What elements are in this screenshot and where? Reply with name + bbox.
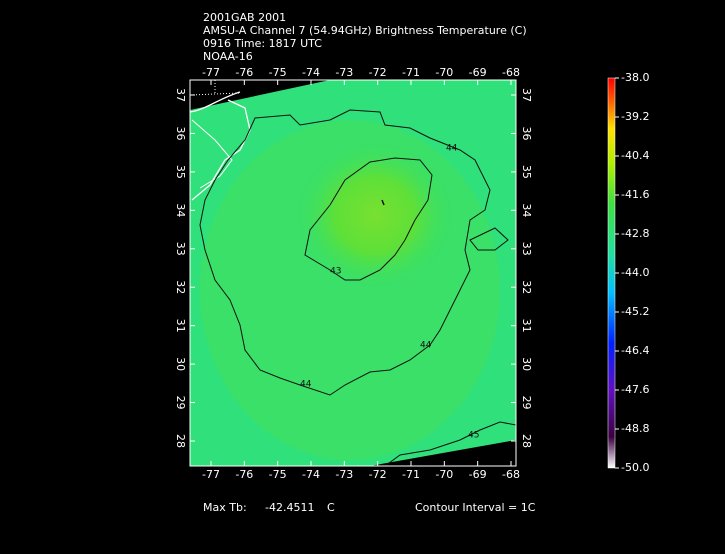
lat-label-right: 30 <box>520 357 533 371</box>
contour-label: 43 <box>330 267 341 277</box>
contour-label: 44 <box>420 341 432 351</box>
lon-label-top: -77 <box>202 66 220 79</box>
contour-label: 44 <box>446 144 458 154</box>
colorbar-label: -45.2 <box>621 305 649 318</box>
contour <box>469 227 509 251</box>
lon-label-bottom: -77 <box>202 468 220 481</box>
colorbar-label: -44.0 <box>621 266 649 279</box>
lon-label-top: -76 <box>235 66 253 79</box>
lat-label-left: 32 <box>174 280 187 294</box>
contour <box>304 157 433 281</box>
lat-label-left: 30 <box>174 357 187 371</box>
map-frame <box>189 79 517 467</box>
lon-label-top: -70 <box>435 66 453 79</box>
lat-label-left: 28 <box>174 434 187 448</box>
colorbar-label: -47.6 <box>621 383 649 396</box>
footer-interval: Contour Interval = 1C <box>415 501 536 514</box>
lat-label-right: 28 <box>520 434 533 448</box>
no-data <box>370 440 516 466</box>
colorbar-label: -42.8 <box>621 227 649 240</box>
header-line: AMSU-A Channel 7 (54.94GHz) Brightness T… <box>203 24 527 37</box>
lon-label-top: -69 <box>469 66 487 79</box>
footer-max-unit: C <box>327 501 335 514</box>
lon-label-top: -71 <box>402 66 420 79</box>
lat-label-right: 35 <box>520 165 533 179</box>
colorbar-label: -38.0 <box>621 71 649 84</box>
contour-label: 45 <box>468 431 479 441</box>
lat-label-right: 33 <box>520 242 533 256</box>
lon-label-bottom: -72 <box>369 468 387 481</box>
lon-label-bottom: -71 <box>402 468 420 481</box>
lon-label-bottom: -70 <box>435 468 453 481</box>
lat-label-left: 36 <box>174 126 187 140</box>
lon-label-bottom: -73 <box>335 468 353 481</box>
colorbar-label: -46.4 <box>621 344 649 357</box>
coastline <box>191 119 233 189</box>
header-line: 0916 Time: 1817 UTC <box>203 37 322 50</box>
lat-label-left: 29 <box>174 396 187 410</box>
lon-label-bottom: -76 <box>235 468 253 481</box>
colorbar-label: -50.0 <box>621 461 649 474</box>
lon-label-top: -68 <box>502 66 520 79</box>
grid-dots <box>190 80 241 96</box>
lat-label-right: 34 <box>520 203 533 217</box>
lat-label-right: 31 <box>520 319 533 333</box>
colorbar <box>607 77 616 469</box>
lat-label-right: 36 <box>520 126 533 140</box>
lat-label-right: 37 <box>520 88 533 102</box>
lon-label-bottom: -75 <box>269 468 287 481</box>
lon-label-bottom: -74 <box>302 468 320 481</box>
lat-label-left: 31 <box>174 319 187 333</box>
lat-label-right: 29 <box>520 396 533 410</box>
lat-label-left: 35 <box>174 165 187 179</box>
footer-max-label: Max Tb: <box>203 501 247 514</box>
no-data <box>190 80 330 110</box>
colorbar-label: -41.6 <box>621 188 649 201</box>
max-marker <box>381 199 385 206</box>
lat-label-left: 33 <box>174 242 187 256</box>
header-line: NOAA-16 <box>203 50 253 63</box>
contour-label: 44 <box>300 380 312 390</box>
header-line: 2001GAB 2001 <box>203 11 286 24</box>
colorbar-label: -40.4 <box>621 149 649 162</box>
contour <box>384 421 516 466</box>
lat-label-left: 34 <box>174 203 187 217</box>
lon-label-top: -72 <box>369 66 387 79</box>
colorbar-label: -48.8 <box>621 422 649 435</box>
map-field <box>190 80 516 466</box>
lon-label-top: -74 <box>302 66 320 79</box>
field-warm-core <box>295 140 455 290</box>
lon-label-bottom: -69 <box>469 468 487 481</box>
footer-max-value: -42.4511 <box>265 501 314 514</box>
lon-label-top: -75 <box>269 66 287 79</box>
colorbar-label: -39.2 <box>621 110 649 123</box>
lon-label-bottom: -68 <box>502 468 520 481</box>
lat-label-right: 32 <box>520 280 533 294</box>
lon-label-top: -73 <box>335 66 353 79</box>
contour <box>199 109 491 396</box>
lat-label-left: 37 <box>174 88 187 102</box>
